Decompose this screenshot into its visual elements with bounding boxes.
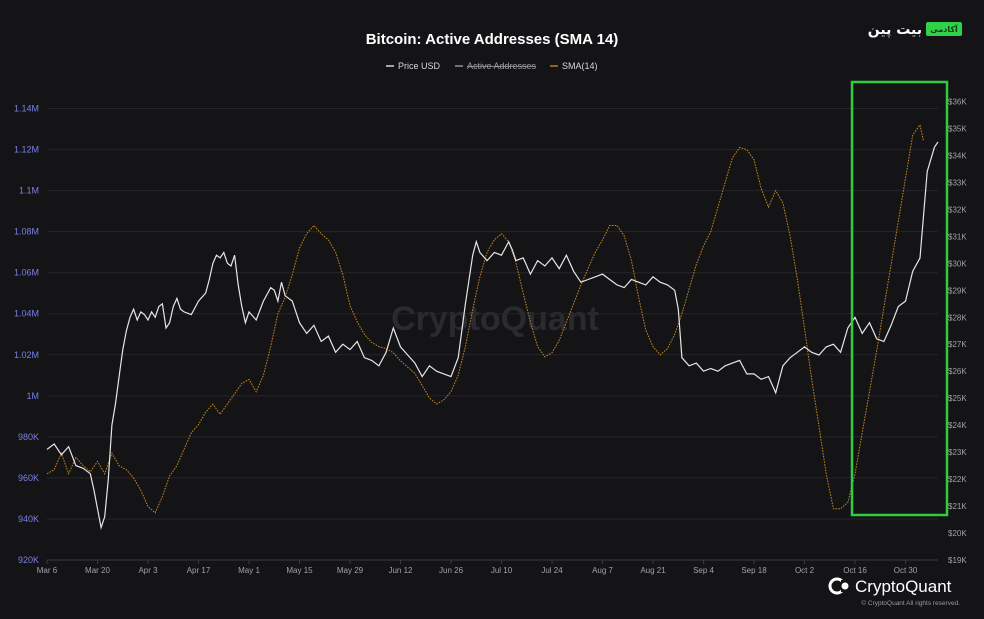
right-tick-label: $34K <box>948 151 967 160</box>
x-tick-label: Apr 17 <box>187 566 211 575</box>
left-tick-label: 1M <box>26 391 39 401</box>
watermark: CryptoQuant <box>391 300 599 338</box>
x-tick-label: Apr 3 <box>138 566 158 575</box>
left-tick-label: 1.04M <box>14 309 39 319</box>
left-tick-label: 940K <box>18 514 39 524</box>
right-tick-label: $20K <box>948 529 967 538</box>
left-tick-label: 1.12M <box>14 145 39 155</box>
right-tick-label: $32K <box>948 205 967 214</box>
left-tick-label: 1.02M <box>14 350 39 360</box>
brand-name: CryptoQuant <box>855 577 952 596</box>
brand: CryptoQuant © CryptoQuant All rights res… <box>828 577 960 607</box>
right-tick-label: $25K <box>948 394 967 403</box>
x-tick-label: Aug 21 <box>640 566 666 575</box>
right-tick-label: $22K <box>948 475 967 484</box>
right-tick-label: $29K <box>948 286 967 295</box>
legend-active-addresses[interactable]: Active Addresses <box>467 61 537 71</box>
highlight-box <box>850 80 949 517</box>
x-tick-label: Mar 6 <box>37 566 58 575</box>
left-tick-label: 960K <box>18 473 39 483</box>
x-tick-label: Oct 16 <box>843 566 867 575</box>
x-tick-label: Sep 4 <box>693 566 714 575</box>
logo: آکادمی بیت پین <box>868 22 962 38</box>
right-tick-label: $21K <box>948 502 967 511</box>
right-tick-label: $27K <box>948 340 967 349</box>
left-axis: 920K 940K 960K 980K 1M 1.02M 1.04M 1.06M 1.08M 1.… <box>14 104 39 565</box>
x-tick-label: Mar 20 <box>85 566 110 575</box>
legend-price[interactable]: Price USD <box>398 61 441 71</box>
legend[interactable]: Price USD Active Addresses SMA(14) <box>386 61 598 71</box>
right-tick-label: $30K <box>948 259 967 268</box>
right-tick-label: $31K <box>948 232 967 241</box>
legend-sma[interactable]: SMA(14) <box>562 61 598 71</box>
x-tick-label: Jul 10 <box>491 566 513 575</box>
left-tick-label: 1.08M <box>14 227 39 237</box>
x-tick-label: Jun 26 <box>439 566 464 575</box>
chart-title: Bitcoin: Active Addresses (SMA 14) <box>366 31 619 48</box>
right-tick-label: $36K <box>948 97 967 106</box>
x-tick-label: Jul 24 <box>541 566 563 575</box>
right-tick-label: $23K <box>948 448 967 457</box>
logo-text: بیت پین <box>868 22 922 38</box>
x-tick-label: May 1 <box>238 566 260 575</box>
x-tick-label: Sep 18 <box>741 566 767 575</box>
right-tick-label: $28K <box>948 313 967 322</box>
x-tick-label: May 15 <box>286 566 313 575</box>
left-tick-label: 1.06M <box>14 268 39 278</box>
x-tick-label: Jun 12 <box>388 566 413 575</box>
x-tick-label: Oct 2 <box>795 566 815 575</box>
x-tick-label: Oct 30 <box>894 566 918 575</box>
copyright: © CryptoQuant All rights reserved. <box>861 599 960 607</box>
right-tick-label: $35K <box>948 124 967 133</box>
x-tick-label: Aug 7 <box>592 566 613 575</box>
logo-badge-text: آکادمی <box>930 24 958 34</box>
logo-badge <box>926 22 962 36</box>
left-tick-label: 1.1M <box>19 186 39 196</box>
cryptoquant-logo-icon <box>828 577 849 595</box>
right-tick-label: $26K <box>948 367 967 376</box>
right-tick-label: $33K <box>948 178 967 187</box>
x-axis: Mar 6 Mar 20 Apr 3 Apr 17 May 1 May 15 May 29 J… <box>37 559 938 575</box>
right-tick-label: $19K <box>948 556 967 565</box>
left-tick-label: 1.14M <box>14 104 39 114</box>
series-line-price-usd <box>46 141 939 530</box>
x-tick-label: May 29 <box>337 566 364 575</box>
left-tick-label: 980K <box>18 432 39 442</box>
right-axis: $19K $20K $21K $22K $23K $24K $25K $26K $27K $28K… <box>948 97 967 565</box>
left-tick-label: 920K <box>18 555 39 565</box>
right-tick-label: $24K <box>948 421 967 430</box>
